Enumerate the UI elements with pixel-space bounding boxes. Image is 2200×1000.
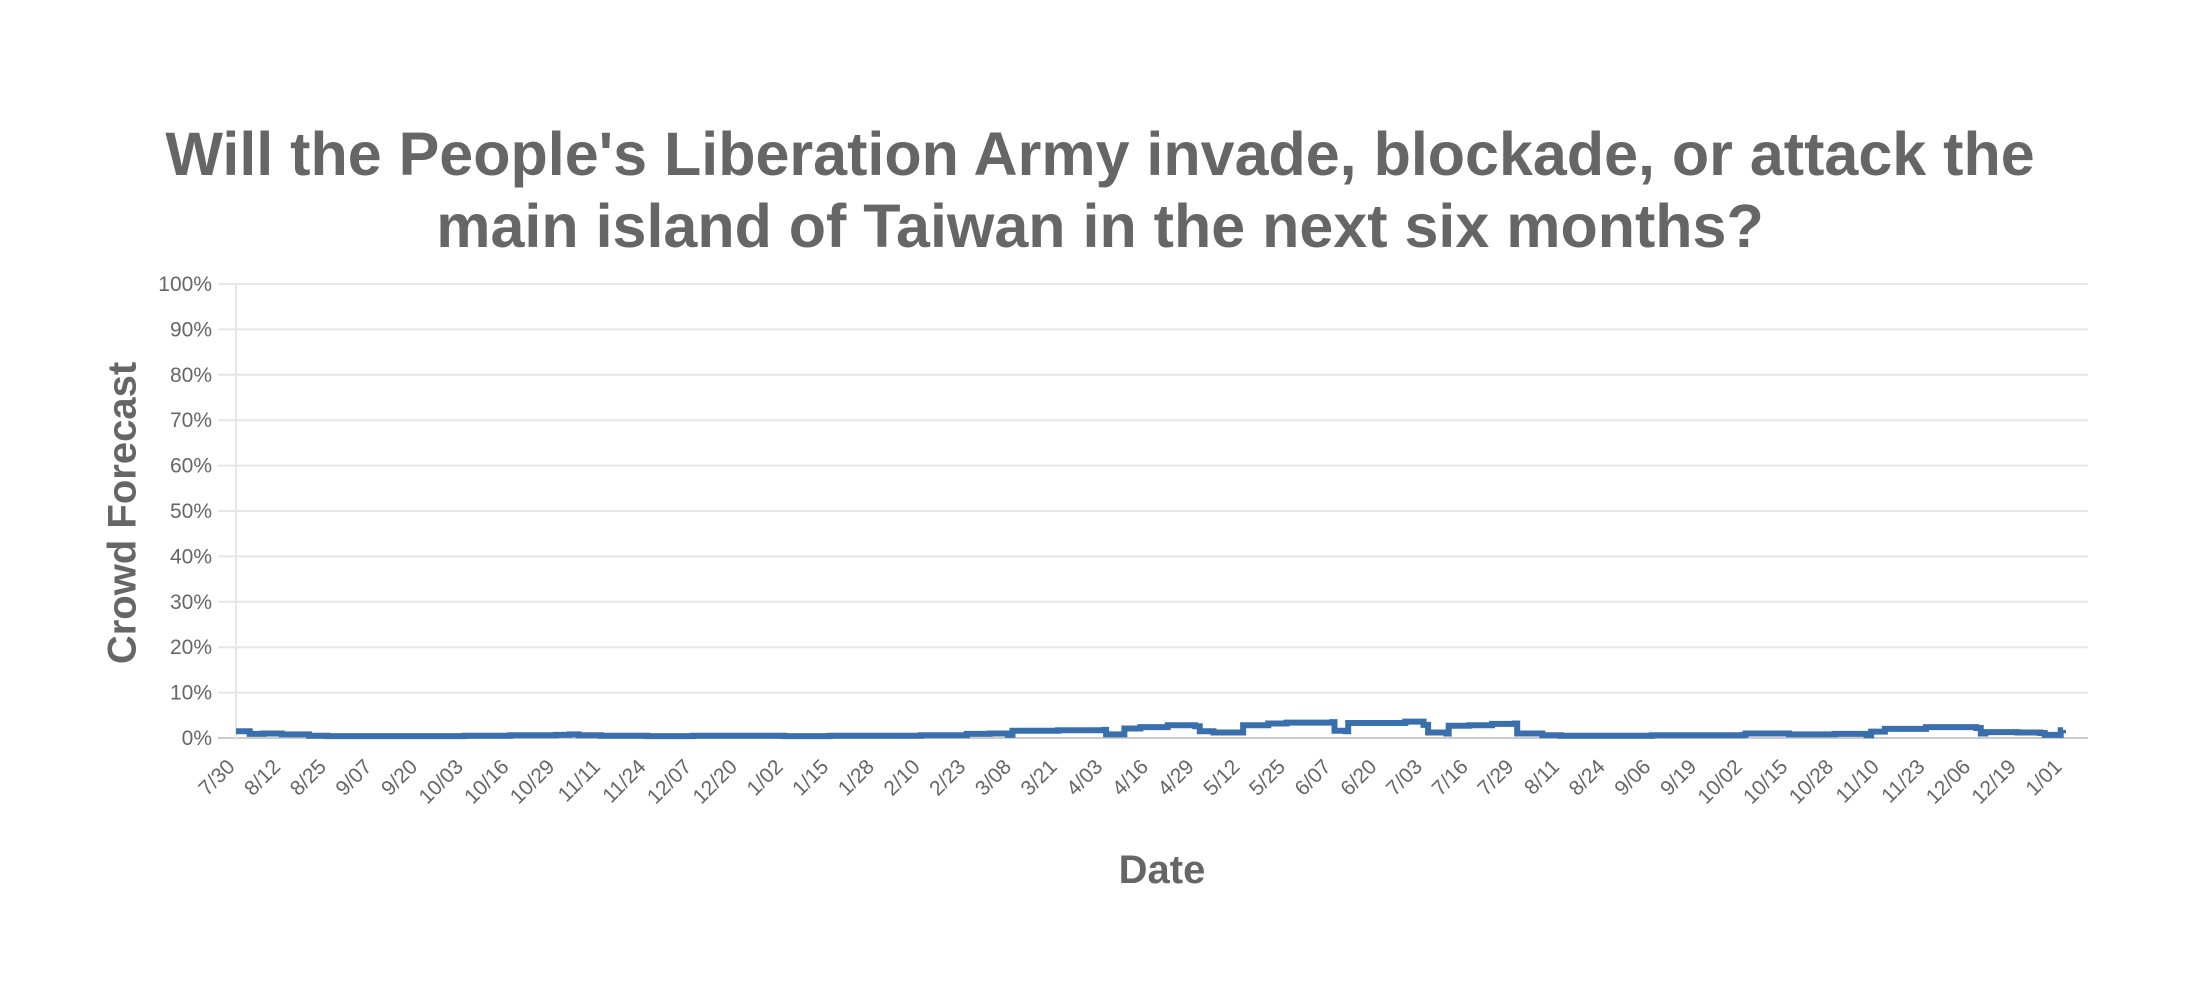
x-tick-label: 6/20 [1336, 755, 1381, 800]
y-tick-label: 20% [170, 636, 212, 659]
x-tick-label: 1/28 [834, 755, 879, 800]
x-axis-ticks: 7/30 8/12 8/25 9/07 9/2010/0310/1610/2911/11… [194, 755, 2066, 809]
x-tick-label: 7/16 [1428, 755, 1473, 800]
y-tick-label: 60% [170, 455, 212, 478]
y-tick-label: 80% [170, 364, 212, 387]
x-tick-label: 9/06 [1610, 755, 1655, 800]
x-tick-label: 10/02 [1693, 755, 1746, 808]
y-tick-label: 40% [170, 545, 212, 568]
x-tick-label: 12/20 [689, 755, 742, 808]
x-tick-label: 8/12 [240, 755, 285, 800]
y-axis-ticks: 0% 10% 20% 30% 40% 50% 60% 70% 80% 90% 100% [158, 273, 212, 750]
y-tick-label: 70% [170, 409, 212, 432]
x-tick-label: 10/03 [414, 755, 467, 808]
x-tick-label: 1/15 [788, 755, 833, 800]
x-tick-label: 12/07 [643, 755, 696, 808]
x-tick-label: 8/24 [1565, 755, 1610, 800]
x-tick-label: 7/03 [1382, 755, 1427, 800]
x-tick-label: 4/16 [1108, 755, 1153, 800]
x-tick-label: 2/10 [879, 755, 924, 800]
x-tick-label: 7/30 [194, 755, 239, 800]
y-tick-label: 50% [170, 500, 212, 523]
y-tick-label: 10% [170, 682, 212, 705]
x-tick-label: 5/25 [1245, 755, 1290, 800]
x-tick-label: 3/21 [1017, 755, 1062, 800]
x-tick-label: 9/07 [331, 755, 376, 800]
x-tick-label: 5/12 [1199, 755, 1244, 800]
x-tick-label: 11/24 [598, 755, 651, 808]
x-tick-label: 10/16 [460, 755, 513, 808]
y-tick-label: 100% [158, 273, 212, 296]
x-tick-label: 7/29 [1473, 755, 1518, 800]
x-tick-label: 6/07 [1291, 755, 1336, 800]
x-axis-label: Date [1118, 848, 1206, 892]
x-tick-label: 4/03 [1062, 755, 1107, 800]
x-tick-label: 12/06 [1922, 755, 1975, 808]
x-tick-label: 11/10 [1832, 755, 1884, 807]
x-tick-label: 11/11 [554, 755, 605, 806]
x-tick-label: 3/08 [971, 755, 1016, 800]
x-tick-label: 10/15 [1739, 755, 1792, 808]
y-tick-label: 90% [170, 318, 212, 341]
gridlines [218, 283, 2088, 740]
x-tick-label: 10/28 [1785, 755, 1838, 808]
y-tick-label: 0% [182, 727, 212, 750]
x-tick-label: 1/01 [2021, 755, 2066, 800]
chart-title-line-1: Will the People's Liberation Army invade… [165, 120, 2035, 188]
x-tick-label: 2/23 [925, 755, 970, 800]
chart-title: Will the People's Liberation Army invade… [0, 118, 2200, 262]
x-tick-label: 1/02 [742, 755, 787, 800]
x-tick-label: 8/11 [1520, 755, 1564, 799]
x-tick-label: 8/25 [286, 755, 331, 800]
x-tick-label: 11/23 [1877, 755, 1929, 807]
chart-title-line-2: main island of Taiwan in the next six mo… [436, 192, 1764, 260]
crowd-forecast-line [236, 718, 2066, 740]
x-tick-label: 12/19 [1967, 755, 2020, 808]
x-tick-label: 4/29 [1154, 755, 1199, 800]
y-tick-label: 30% [170, 591, 212, 614]
x-tick-label: 10/29 [506, 755, 559, 808]
